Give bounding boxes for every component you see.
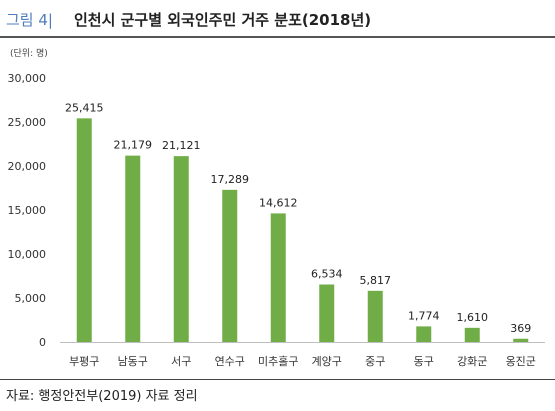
bar-10 [513, 338, 529, 342]
data-label: 369 [510, 322, 531, 335]
bar-9 [464, 327, 480, 342]
figure-number: 그림 4| [6, 11, 53, 29]
data-label: 21,121 [162, 139, 201, 152]
bar-8 [416, 326, 432, 342]
bar-3 [173, 156, 189, 342]
footer-divider [0, 379, 555, 380]
data-label: 21,179 [114, 139, 153, 152]
x-tick-label: 미추홀구 [258, 355, 298, 368]
y-tick-label: 0 [39, 336, 46, 349]
unit-note: (단위: 명) [10, 49, 48, 59]
x-tick-label: 동구 [414, 355, 434, 368]
x-tick-label: 남동구 [118, 355, 148, 368]
data-label: 1,774 [408, 309, 440, 322]
bar-5 [270, 213, 286, 342]
bar-1 [76, 118, 92, 343]
y-tick-label: 5,000 [15, 292, 47, 305]
bar-4 [222, 189, 238, 342]
y-tick-label: 25,000 [8, 116, 47, 129]
bar-7 [367, 290, 383, 342]
x-tick-label: 강화군 [457, 355, 487, 368]
x-tick-label: 중구 [365, 355, 385, 368]
figure-header: 그림 4| 인천시 군구별 외국인주민 거주 분포(2018년) [0, 0, 555, 38]
data-label: 17,289 [211, 173, 250, 186]
x-tick-label: 부평구 [69, 355, 99, 368]
header-divider [0, 36, 555, 38]
data-label: 1,610 [457, 311, 489, 324]
x-tick-label: 옹진군 [506, 355, 536, 368]
data-label: 25,415 [65, 101, 104, 114]
data-label: 6,534 [311, 268, 343, 281]
y-tick-label: 15,000 [8, 204, 47, 217]
bar-6 [319, 284, 335, 342]
y-tick-label: 10,000 [8, 248, 47, 261]
y-tick-label: 30,000 [8, 72, 47, 85]
bar-2 [125, 155, 141, 342]
y-tick-label: 20,000 [8, 160, 47, 173]
x-tick-label: 서구 [171, 355, 191, 368]
source-note: 자료: 행정안전부(2019) 자료 정리 [6, 389, 198, 404]
x-tick-label: 계양구 [312, 355, 342, 368]
x-tick-label: 연수구 [215, 355, 245, 368]
figure-title: 인천시 군구별 외국인주민 거주 분포(2018년) [74, 11, 372, 29]
data-label: 5,817 [360, 274, 392, 287]
bar-chart: 0 5,000 10,000 15,000 20,000 25,000 30,000 25,4… [8, 72, 545, 368]
data-label: 14,612 [259, 196, 298, 209]
